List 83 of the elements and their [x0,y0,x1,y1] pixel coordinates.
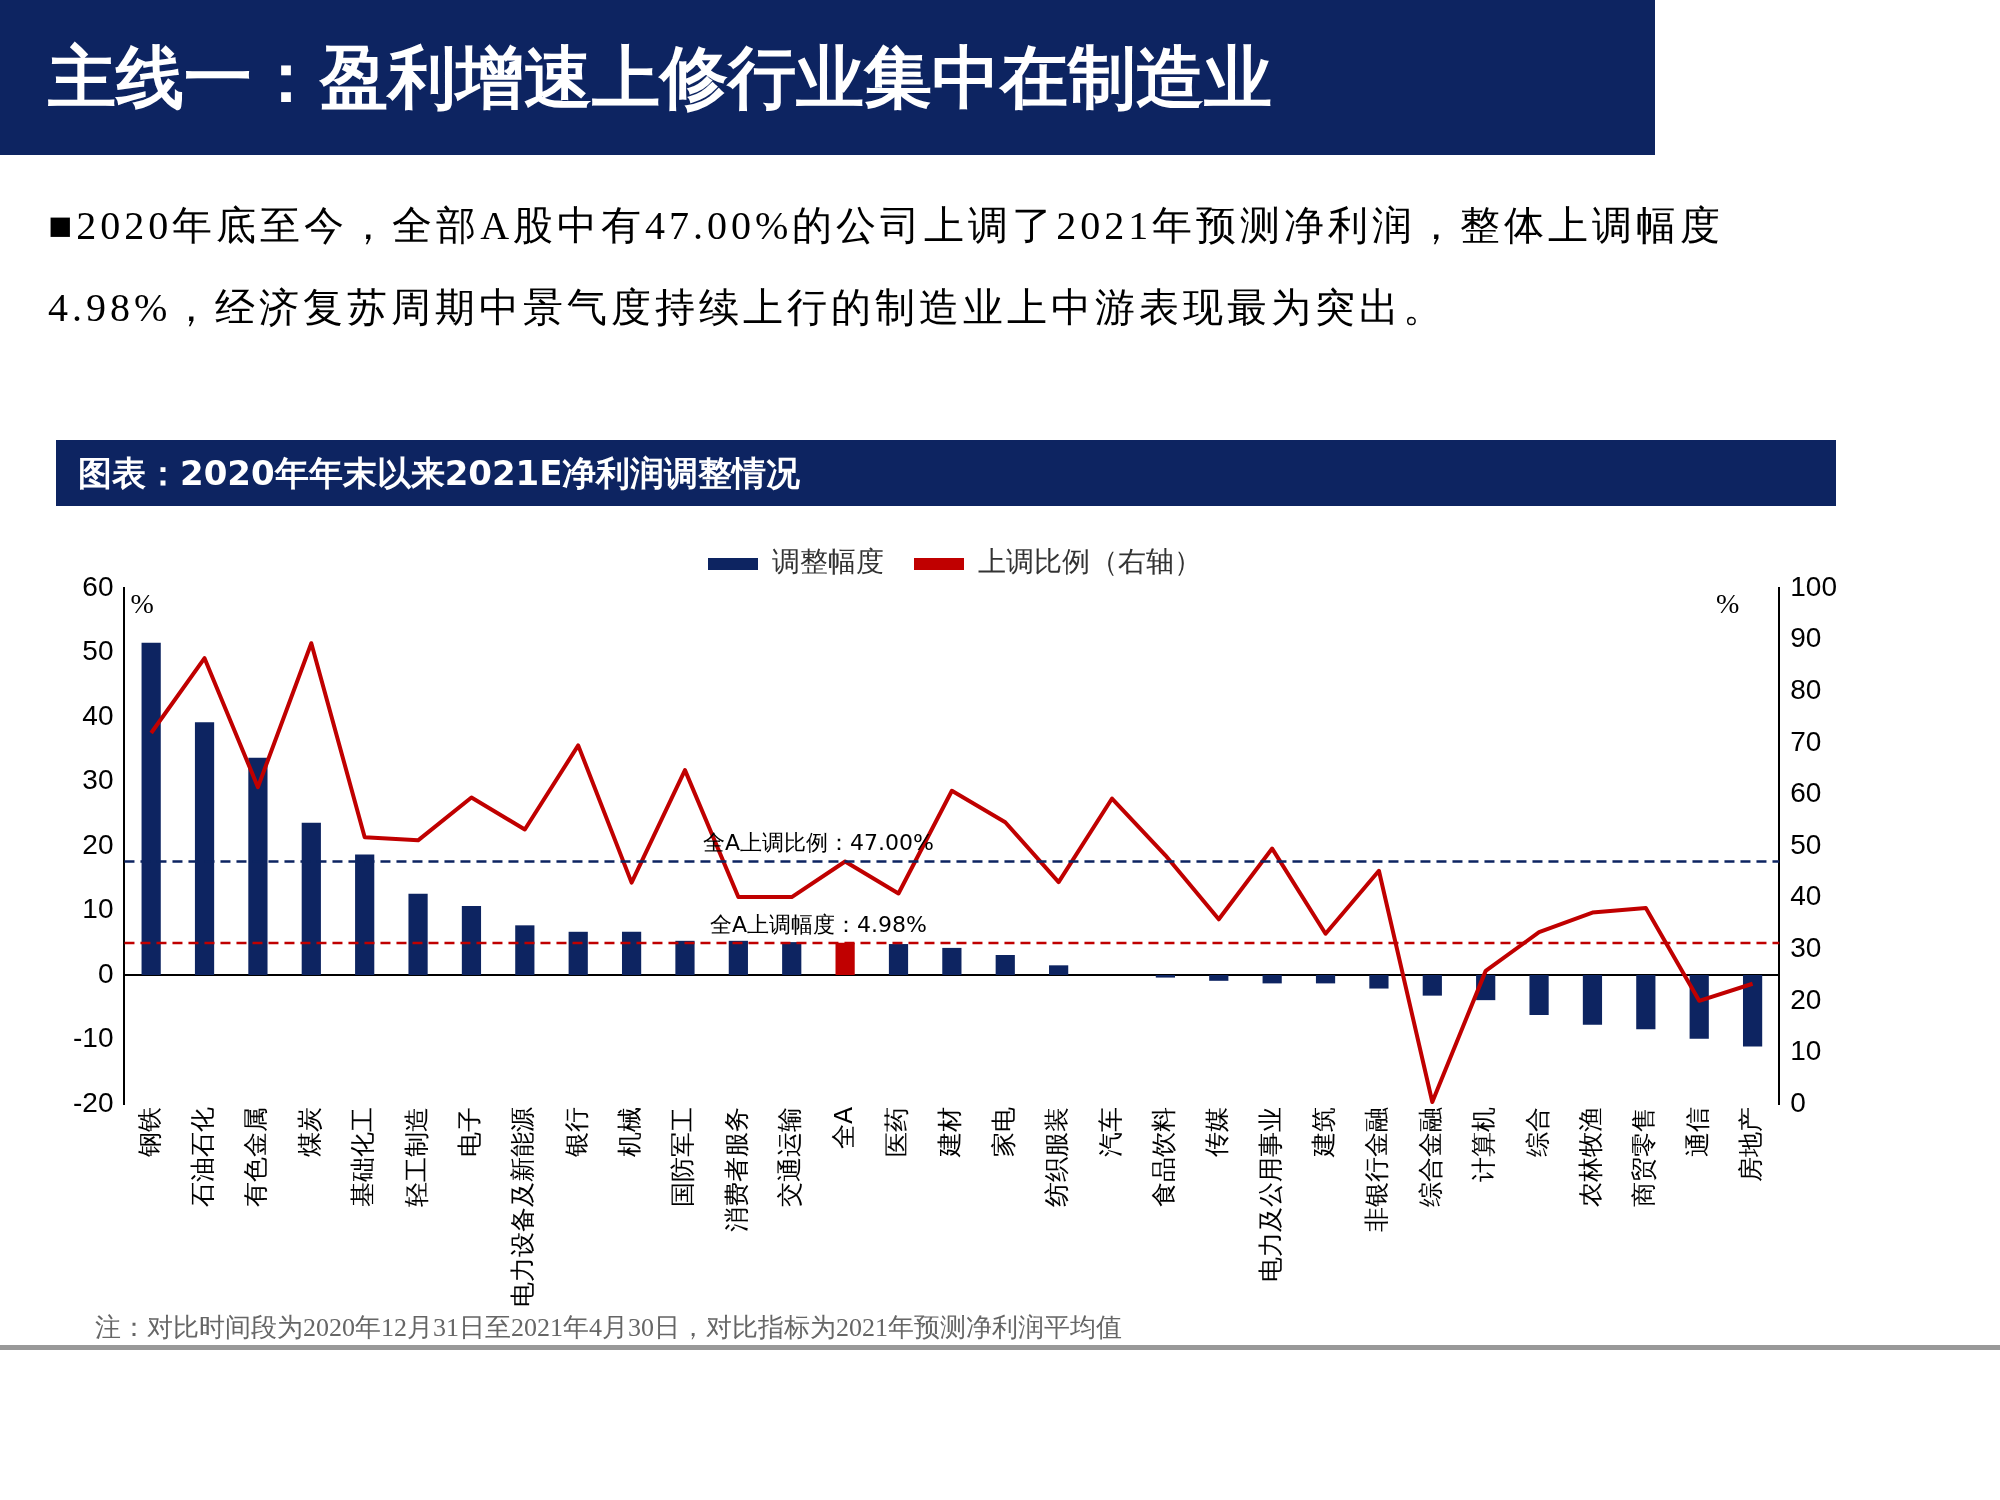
bar [728,940,748,975]
x-tick-label: 建筑 [1309,1107,1339,1158]
y-tick-label: -20 [73,1086,114,1118]
bar [1262,975,1282,984]
x-tick-label: 电力设备及新能源 [508,1107,538,1307]
x-tick-label: 非银行金融 [1362,1107,1392,1232]
x-tick-label: 汽车 [1095,1107,1125,1157]
x-tick-label: 农林牧渔 [1575,1107,1605,1207]
bar [1529,975,1549,1015]
bar [1155,975,1176,978]
x-tick-label: 轻工制造 [401,1107,431,1207]
y2-tick-label: 20 [1790,983,1822,1015]
x-tick-label: 食品饮料 [1148,1107,1178,1207]
y-tick-label: 30 [82,764,114,796]
text: 注：对比时间段为2020年12月31日至2021年4月30日，对比指标为2021年预测净利润平均值 [95,1312,1122,1344]
x-tick-label: 交通运输 [775,1107,805,1207]
x-tick-label: 煤炭 [294,1107,324,1157]
x-tick-label: 计算机 [1469,1107,1499,1182]
y-tick-label: 50 [82,635,114,667]
bar [408,893,428,975]
bar [1422,975,1442,996]
bar [995,955,1015,975]
bar [888,944,909,975]
bar [1369,975,1389,989]
x-tick-label: 综合金融 [1415,1107,1445,1207]
x-tick-label: 电力及公用事业 [1255,1107,1285,1282]
bar [1209,975,1229,981]
x-tick-label: 传媒 [1202,1107,1232,1157]
y2-tick-label: 100 [1790,570,1837,602]
chart-title: 主线一：盈利增速上修行业集中在制造业 [0,0,1655,155]
x-tick-label: 石油石化 [188,1107,218,1207]
y-tick-label: 60 [82,570,114,602]
y2-tick-label: 80 [1790,673,1822,705]
y-tick-label: -10 [73,1022,114,1054]
bar [782,942,802,975]
y2-tick-label: 0 [1790,1086,1806,1118]
x-tick-label: 家电 [988,1107,1018,1157]
x-tick-label: 银行 [561,1107,591,1158]
bar [621,931,642,975]
x-tick-label: 有色金属 [241,1107,271,1207]
y-tick-label: 0 [97,957,114,989]
bar [515,925,535,975]
bar [1742,975,1763,1047]
y-tick-label: 20 [82,828,114,860]
text: ■2020年底至今，全部A股中有47.00%的公司上调了2021年预测净利润，整体上调幅度4.98%，经济复苏周期中景气度持续上行的制造业上中游表现最为突出。 [48,202,1726,332]
x-tick-label: 通信 [1682,1107,1712,1157]
bar [675,940,695,975]
bar [942,947,962,975]
y2-tick-label: 70 [1790,725,1822,757]
x-tick-label: 钢铁 [134,1107,164,1158]
x-tick-label: 建材 [935,1107,965,1158]
ref-line-label: 全A上调幅度：4.98% [709,911,927,937]
x-tick-label: 机械 [615,1107,645,1157]
y-axis-title: % [130,588,154,620]
y2-tick-label: 30 [1790,931,1822,963]
chart-subtitle: 图表：2020年年末以来2021E净利润调整情况 [56,440,1836,506]
bar [1315,975,1336,984]
x-tick-label: 电子 [454,1107,484,1157]
x-tick-label: 综合 [1522,1107,1552,1157]
x-tick-label: 纺织服装 [1042,1107,1072,1207]
legend-label: 调整幅度 [772,545,884,579]
bar [568,931,588,975]
y2-tick-label: 10 [1790,1035,1822,1067]
x-tick-label: 全A [828,1107,858,1150]
y2-tick-label: 40 [1790,880,1822,912]
y-tick-label: 10 [82,893,114,925]
bar [1636,975,1656,1030]
x-tick-label: 消费者服务 [721,1107,751,1232]
x-tick-label: 国防军工 [668,1107,698,1207]
y2-tick-label: 90 [1790,622,1822,654]
x-tick-label: 医药 [881,1107,911,1157]
x-tick-label: 商贸零售 [1629,1107,1659,1207]
x-tick-label: 基础化工 [348,1107,378,1207]
y2-axis-title: % [1715,588,1740,620]
y2-tick-label: 60 [1790,777,1822,809]
bar [1049,965,1069,975]
legend-label: 上调比例（右轴） [978,545,1202,579]
bar [1582,975,1603,1025]
x-tick-label: 房地产 [1736,1107,1766,1182]
y-tick-label: 40 [82,699,114,731]
bar [1689,975,1709,1039]
y2-tick-label: 50 [1790,828,1822,860]
bar [461,905,482,975]
